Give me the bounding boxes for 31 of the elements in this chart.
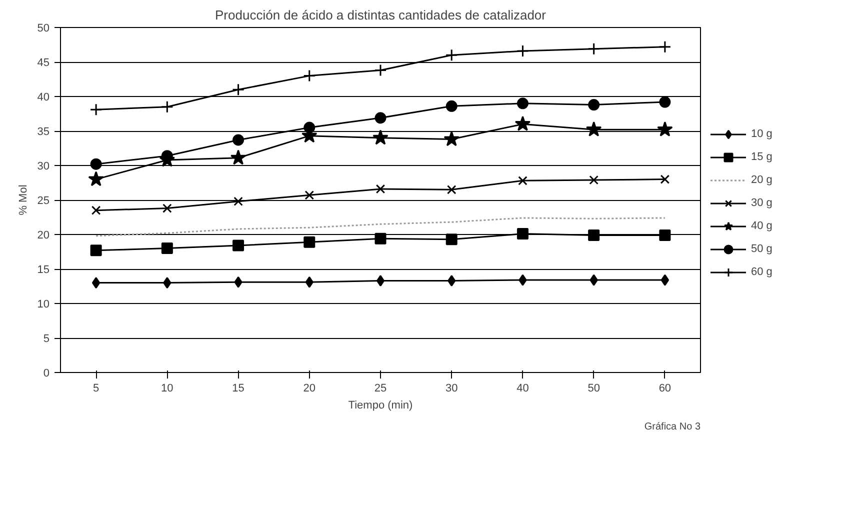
y-axis-title: % Mol	[17, 184, 30, 216]
x-tick-label: 60	[658, 382, 672, 394]
legend-label: 20 g	[751, 174, 772, 186]
legend-label: 60 g	[751, 266, 772, 278]
x-tick-label: 50	[588, 382, 600, 394]
y-tick-label: 30	[37, 160, 50, 172]
y-tick-label: 15	[37, 264, 50, 276]
x-tick-label: 5	[92, 382, 100, 394]
x-tick-label: 20	[303, 382, 316, 394]
x-tick-label: 25	[374, 382, 387, 394]
legend-label: 40 g	[751, 220, 772, 232]
legend-label: 15 g	[751, 151, 772, 163]
legend-label: 30 g	[751, 197, 772, 209]
legend-label: 10 g	[751, 128, 772, 140]
chart-title: Producción de ácido a distintas cantidades de catalizador	[215, 8, 547, 22]
y-tick-label: 5	[43, 333, 50, 345]
text: Gráfica No 3	[644, 422, 701, 432]
y-tick-label: 50	[37, 22, 50, 34]
x-tick-label: 10	[161, 382, 174, 394]
x-tick-label: 40	[516, 382, 529, 394]
x-tick-label: 15	[232, 382, 244, 394]
y-tick-label: 40	[37, 92, 50, 104]
x-tick-label: 30	[445, 382, 458, 394]
y-tick-label: 25	[37, 195, 50, 207]
legend-label: 50 g	[751, 243, 772, 255]
y-tick-label: 45	[37, 57, 50, 69]
y-tick-label: 0	[43, 368, 50, 380]
y-tick-label: 20	[37, 230, 50, 242]
x-axis-title: Tiempo (min)	[348, 400, 413, 412]
y-tick-label: 35	[37, 126, 50, 138]
y-tick-label: 10	[37, 298, 50, 310]
